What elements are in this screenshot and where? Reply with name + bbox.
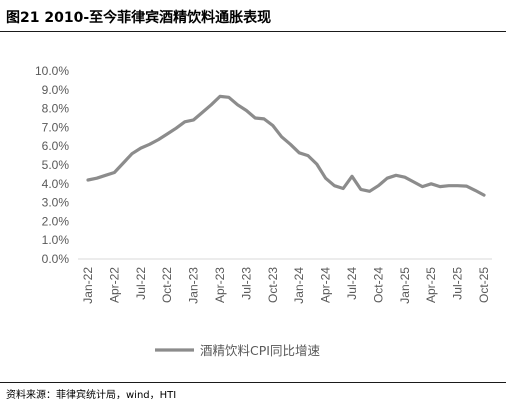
series-group <box>86 94 486 197</box>
x-tick-label: Jul-24 <box>345 267 359 300</box>
y-tick-label: 8.0% <box>42 102 70 116</box>
x-tick-label: Jan-22 <box>81 267 95 304</box>
figure-title: 图21 2010-至今菲律宾酒精饮料通胀表现 <box>6 10 272 26</box>
y-tick-label: 10.0% <box>35 64 69 78</box>
x-tick-label: Apr-24 <box>319 267 333 303</box>
series-line <box>86 94 486 197</box>
y-tick-label: 9.0% <box>42 83 70 97</box>
y-tick-label: 4.0% <box>42 177 70 191</box>
x-tick-label: Apr-23 <box>213 267 227 303</box>
title-rule <box>0 31 506 32</box>
y-tick-label: 6.0% <box>42 139 70 153</box>
y-tick-label: 5.0% <box>42 158 70 172</box>
x-tick-label: Jan-24 <box>292 267 306 304</box>
x-tick-label: Apr-22 <box>107 267 121 303</box>
source-note: 资料来源：菲律宾统计局，wind，HTI <box>6 390 177 401</box>
x-tick-label: Jul-22 <box>134 267 148 300</box>
y-tick-label: 3.0% <box>42 196 70 210</box>
x-tick-label: Jul-23 <box>239 267 253 300</box>
x-tick-label: Oct-23 <box>266 267 280 303</box>
source-rule <box>0 382 506 383</box>
legend-label: 酒精饮料CPI同比增速 <box>200 343 320 358</box>
x-tick-label: Oct-24 <box>371 267 385 303</box>
x-tick-label: Oct-25 <box>477 267 491 303</box>
chart: 0.0% 1.0% 2.0% 3.0% 4.0% 5.0% 6.0% 7.0% 8.0% 9.0%… <box>35 64 492 358</box>
x-tick-label: Jan-25 <box>398 267 412 304</box>
y-axis-ticks: 0.0% 1.0% 2.0% 3.0% 4.0% 5.0% 6.0% 7.0% 8.0% 9.0%… <box>35 64 69 266</box>
y-tick-label: 7.0% <box>42 120 70 134</box>
legend: 酒精饮料CPI同比增速 <box>155 343 320 358</box>
x-tick-label: Oct-22 <box>160 267 174 303</box>
x-tick-label: Jul-25 <box>451 267 465 300</box>
x-tick-label: Jan-23 <box>187 267 201 304</box>
y-tick-label: 1.0% <box>42 233 70 247</box>
y-tick-label: 0.0% <box>42 252 70 266</box>
y-tick-label: 2.0% <box>42 214 70 228</box>
x-axis-ticks: Jan-22 Apr-22 Jul-22 Oct-22 Jan-23 Apr-23 Jul-… <box>81 267 491 304</box>
x-tick-label: Apr-25 <box>424 267 438 303</box>
